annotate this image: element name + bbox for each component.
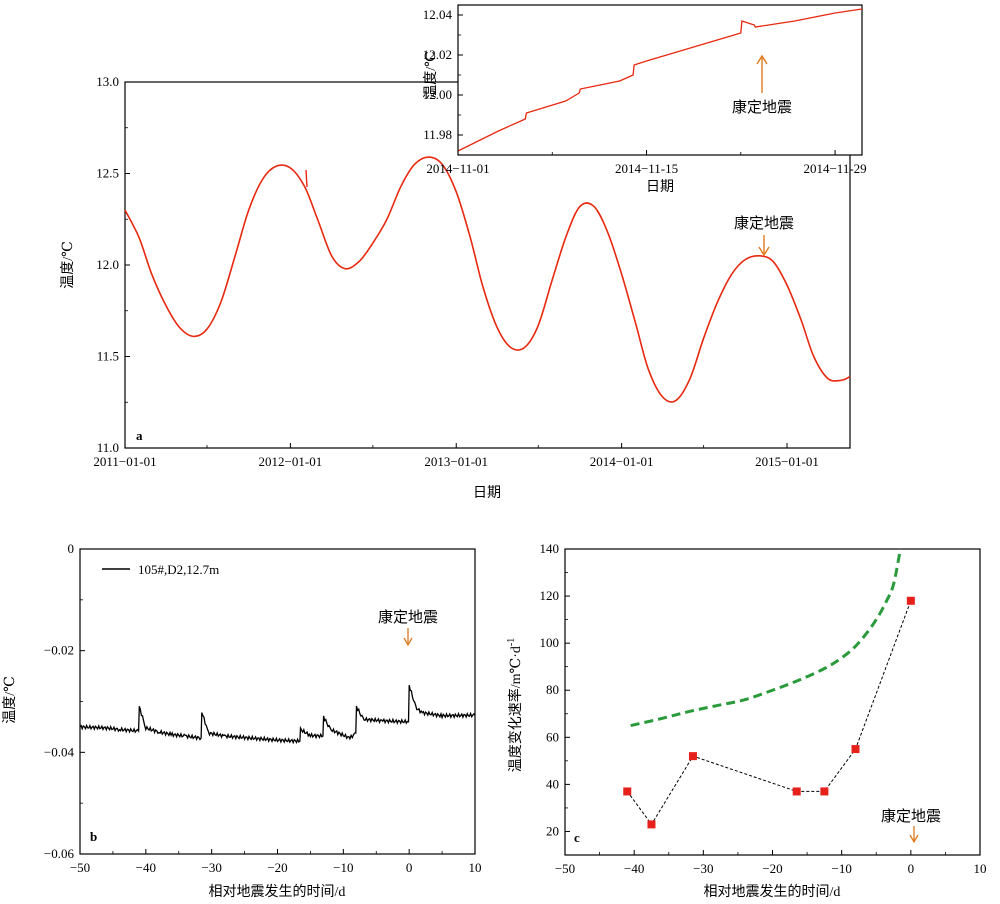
panel-b: −50 −40 −30 −20 −10 0 10 −0.06 −0.04 −0.02 0 相对地震… <box>2 541 482 900</box>
panel-c-ylabel: 温度变化速率/m℃·d-1 <box>506 638 524 772</box>
data-point-marker <box>623 787 632 796</box>
y-tick-label: 20 <box>546 823 559 838</box>
panel-b-ylabel: 温度/℃ <box>2 676 18 724</box>
x-tick-label: 10 <box>974 861 987 876</box>
panel-c-ylabel-sup: -1 <box>506 638 517 646</box>
inset-series-line <box>457 8 863 152</box>
y-tick-label: 40 <box>546 776 559 791</box>
y-tick-label: 120 <box>540 588 560 603</box>
x-tick-label: −30 <box>693 861 713 876</box>
inset-annotation: 康定地震 <box>732 99 792 116</box>
y-tick-label: −0.02 <box>44 643 74 658</box>
panel-a-series-line <box>124 156 851 403</box>
panel-c-y-ticks: 20 40 60 80 100 120 140 <box>540 541 570 838</box>
data-point-marker <box>688 752 697 761</box>
panel-b-xlabel: 相对地震发生的时间/d <box>209 884 346 900</box>
data-point-marker <box>792 787 801 796</box>
x-tick-label: −50 <box>555 861 575 876</box>
y-tick-label: 12.0 <box>96 257 119 272</box>
panel-c-points <box>623 596 915 829</box>
x-tick-label: 2014−01-01 <box>590 454 654 469</box>
panel-c-arrow <box>909 826 919 844</box>
data-point-marker <box>906 596 915 605</box>
inset-frame <box>457 4 863 156</box>
y-tick-label: 11.0 <box>97 440 119 455</box>
y-tick-label: 12.5 <box>96 166 119 181</box>
panel-b-frame <box>79 548 476 855</box>
y-tick-label: 12.02 <box>423 47 452 62</box>
panel-a: 2011−01-01 2012−01-01 2013−01-01 2014−01-01… <box>60 74 851 501</box>
x-tick-label: 2014−11-29 <box>803 161 866 176</box>
x-tick-label: 2015−01-01 <box>755 454 819 469</box>
x-tick-label: 2012−01-01 <box>259 454 323 469</box>
panel-a-glitch <box>305 169 308 188</box>
data-point-marker <box>647 820 656 829</box>
x-tick-label: −30 <box>201 860 221 875</box>
y-tick-label: 11.5 <box>97 349 119 364</box>
panel-b-series-line <box>79 684 476 745</box>
data-point-marker <box>851 745 860 754</box>
panel-a-label: a <box>136 428 143 443</box>
panel-b-y-ticks: −0.06 −0.04 −0.02 0 <box>44 541 85 861</box>
panel-c-x-ticks: −50 −40 −30 −20 −10 0 10 <box>555 850 987 876</box>
inset-xlabel: 日期 <box>646 179 674 195</box>
y-tick-label: 100 <box>540 635 560 650</box>
legend-entry: 105#,D2,12.7m <box>138 562 219 577</box>
x-tick-label: 2014−11-15 <box>615 161 678 176</box>
panel-a-inset: 2014−11-01 2014−11-15 2014−11-29 11.98 12.0… <box>423 4 867 195</box>
x-tick-label: 0 <box>908 861 915 876</box>
panel-b-legend: 105#,D2,12.7m <box>102 562 219 577</box>
x-tick-label: −40 <box>136 860 156 875</box>
inset-x-ticks: 2014−11-01 2014−11-15 2014−11-29 <box>426 150 867 176</box>
y-tick-label: 0 <box>68 541 75 556</box>
x-tick-label: 10 <box>469 860 482 875</box>
x-tick-label: −50 <box>70 860 90 875</box>
panel-b-x-ticks: −50 −40 −30 −20 −10 0 10 <box>70 849 482 875</box>
panel-a-y-ticks: 11.0 11.5 12.0 12.5 13.0 <box>96 74 130 455</box>
panel-c-trend-line <box>630 548 902 728</box>
inset-y-ticks: 11.98 12.00 12.02 12.04 <box>423 7 463 142</box>
x-tick-label: −20 <box>267 860 287 875</box>
x-tick-label: 0 <box>406 860 413 875</box>
panel-c-connector-line <box>626 600 912 826</box>
panel-b-annotation: 康定地震 <box>378 609 438 626</box>
panel-a-xlabel: 日期 <box>473 485 501 501</box>
y-tick-label: 11.98 <box>423 127 452 142</box>
inset-arrow <box>756 54 768 93</box>
y-tick-label: −0.06 <box>44 846 75 861</box>
x-tick-label: −10 <box>333 860 353 875</box>
inset-ylabel: 温度/℃ <box>423 51 439 99</box>
y-tick-label: 140 <box>540 541 560 556</box>
data-point-marker <box>820 787 829 796</box>
x-tick-label: 2013−01-01 <box>424 454 488 469</box>
panel-b-label: b <box>90 829 97 844</box>
x-tick-label: −40 <box>624 861 644 876</box>
panel-c: −50 −40 −30 −20 −10 0 10 20 40 60 80 100 120 140 相对地… <box>506 541 987 900</box>
panel-a-ylabel: 温度/℃ <box>60 241 76 289</box>
y-tick-label: −0.04 <box>44 744 75 759</box>
y-tick-label: 13.0 <box>96 74 119 89</box>
y-tick-label: 60 <box>546 729 559 744</box>
panel-a-x-ticks: 2011−01-01 2012−01-01 2013−01-01 2014−01-01… <box>93 443 819 469</box>
panel-c-label: c <box>574 830 580 845</box>
y-tick-label: 12.00 <box>423 87 452 102</box>
y-tick-label: 80 <box>546 682 559 697</box>
y-tick-label: 12.04 <box>423 7 453 22</box>
panel-c-xlabel: 相对地震发生的时间/d <box>704 884 841 900</box>
panel-a-arrow <box>758 235 770 257</box>
panel-b-arrow <box>403 628 413 647</box>
x-tick-label: 2014−11-01 <box>426 161 489 176</box>
panel-c-annotation: 康定地震 <box>881 808 941 825</box>
panel-c-ylabel-main: 温度变化速率/m℃·d <box>507 646 524 772</box>
panel-a-annotation: 康定地震 <box>734 215 794 232</box>
x-tick-label: 2011−01-01 <box>93 454 156 469</box>
x-tick-label: −20 <box>762 861 782 876</box>
x-tick-label: −10 <box>831 861 851 876</box>
